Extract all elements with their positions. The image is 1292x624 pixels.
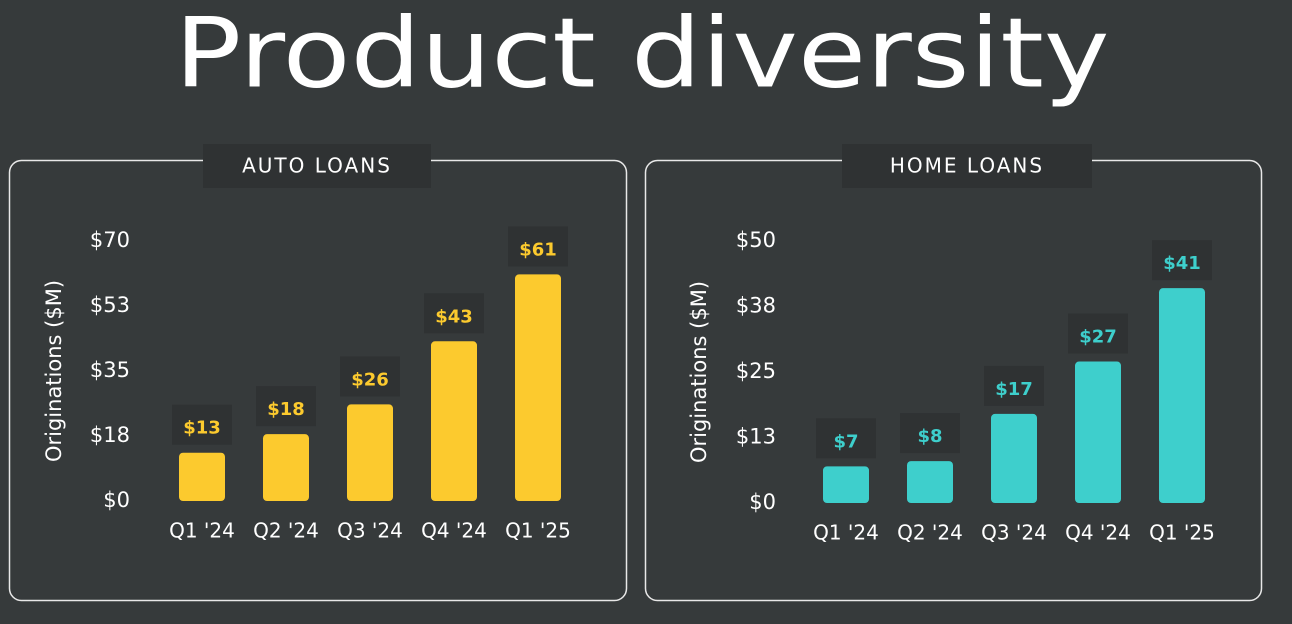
bar xyxy=(347,404,393,501)
value-label-bg xyxy=(816,418,876,459)
x-tick-label: Q1 '24 xyxy=(813,521,879,545)
value-label: $26 xyxy=(351,369,389,390)
y-axis-title: Originations ($M) xyxy=(42,280,66,462)
x-tick-label: Q1 '25 xyxy=(1149,521,1215,545)
value-label-bg xyxy=(172,404,232,445)
x-tick-label: Q3 '24 xyxy=(337,519,403,543)
value-label-bg xyxy=(508,226,568,267)
y-tick-label: $53 xyxy=(90,293,130,317)
value-label: $17 xyxy=(995,379,1033,400)
y-tick-label: $25 xyxy=(736,359,776,383)
y-tick-label: $38 xyxy=(736,294,776,318)
value-label: $27 xyxy=(1079,327,1117,348)
y-tick-label: $18 xyxy=(90,423,130,447)
bar xyxy=(179,452,225,501)
panel-title-bg xyxy=(842,144,1092,188)
value-label-bg xyxy=(900,413,960,454)
y-tick-label: $35 xyxy=(90,358,130,382)
x-tick-label: Q2 '24 xyxy=(253,519,319,543)
value-label-bg xyxy=(1152,240,1212,281)
value-label: $13 xyxy=(183,418,221,439)
value-label-bg xyxy=(256,386,316,427)
value-label-bg xyxy=(1068,313,1128,354)
value-label: $41 xyxy=(1163,253,1201,274)
y-tick-label: $13 xyxy=(736,425,776,449)
bar xyxy=(1075,361,1121,503)
x-tick-label: Q3 '24 xyxy=(981,521,1047,545)
panel-title: HOME LOANS xyxy=(890,154,1044,178)
slide-title: Product diversity xyxy=(175,0,1110,109)
value-label: $8 xyxy=(917,426,942,447)
y-tick-label: $70 xyxy=(90,228,130,252)
panel-title-bg xyxy=(203,144,431,188)
y-tick-label: $0 xyxy=(103,488,130,512)
y-tick-label: $0 xyxy=(749,490,776,514)
bar xyxy=(1159,288,1205,503)
value-label: $43 xyxy=(435,306,473,327)
y-tick-label: $50 xyxy=(736,228,776,252)
x-tick-label: Q4 '24 xyxy=(1065,521,1131,545)
bar xyxy=(907,461,953,503)
x-tick-label: Q1 '25 xyxy=(505,519,571,543)
x-tick-label: Q2 '24 xyxy=(897,521,963,545)
value-label: $18 xyxy=(267,399,305,420)
panel-title: AUTO LOANS xyxy=(242,154,392,178)
bar xyxy=(515,274,561,501)
bar xyxy=(263,434,309,501)
value-label: $7 xyxy=(833,431,858,452)
value-label-bg xyxy=(424,293,484,334)
value-label: $61 xyxy=(519,239,557,260)
bar xyxy=(823,466,869,503)
x-tick-label: Q4 '24 xyxy=(421,519,487,543)
bar xyxy=(991,413,1037,503)
y-axis-title: Originations ($M) xyxy=(687,281,711,463)
x-tick-label: Q1 '24 xyxy=(169,519,235,543)
bar xyxy=(431,341,477,501)
value-label-bg xyxy=(984,365,1044,406)
value-label-bg xyxy=(340,356,400,397)
